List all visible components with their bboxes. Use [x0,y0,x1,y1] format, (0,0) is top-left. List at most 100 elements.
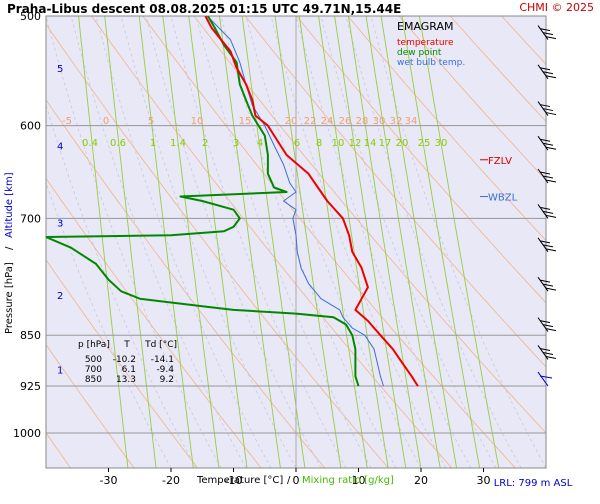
mixing-ratio-line [298,16,368,468]
y-axis-title: Pressure [hPa] / Altitude [km] [4,172,15,334]
dry-adiabat-line [450,16,546,122]
mixing-ratio-line [401,16,481,468]
wind-barb-icon [537,25,557,40]
x-tick-label: -30 [100,474,118,487]
lrl-label: LRL: 799 m ASL [494,478,573,489]
dry-adiabat-line [46,99,326,468]
mixing-ratio-line [138,16,194,468]
mixing-ratio-label: 25 [418,138,431,149]
potential-temp-label: 24 [321,116,334,127]
x-tick-label: 20 [414,474,428,487]
dry-adiabat-line [46,343,135,468]
x-axis-label-temperature: Temperature [°C] [196,475,283,486]
dry-adiabat-line [46,177,262,468]
potential-temp-label: -5 [62,116,72,127]
legend-item-wet-bulb: wet bulb temp. [397,58,465,68]
table-header-t: T [123,340,130,350]
wind-barb-icon [537,276,557,292]
mixing-ratio-label: 2 [202,138,208,149]
dry-adiabat-line [0,16,7,468]
wind-barb-icon [537,135,557,151]
wind-barb-icon [537,168,557,184]
altitude-tick-label: 3 [57,219,63,230]
legend-heading: EMAGRAM [397,20,454,33]
table-cell: 9.2 [160,375,174,385]
legend-item-temperature: temperature [397,38,454,48]
dry-adiabat-line [347,16,546,242]
moist-adiabat-line [46,181,172,468]
mixing-ratio-label: 3 [233,138,239,149]
x-tick-label: -10 [225,474,243,487]
dry-adiabat-line [553,16,600,468]
table-header-td: Td [°C] [144,340,177,350]
potential-temp-label: 20 [285,116,298,127]
x-axis-label-separator: / [287,475,291,486]
table-header-p: p [hPa] [78,340,110,350]
mixing-ratio-label: 10 [332,138,345,149]
mixing-ratio-label: 1.4 [170,138,186,149]
mixing-ratio-label: 17 [379,138,392,149]
mixing-ratio-label: 4 [257,138,263,149]
potential-temp-label: 26 [339,116,352,127]
altitude-tick-label: 5 [57,64,63,75]
moist-adiabat-line [270,16,447,468]
data-table: p [hPa] T Td [°C] 500 -10.2 -14.1 700 6.… [78,340,177,385]
x-tick-label: 10 [352,474,366,487]
wind-barb-icon [537,237,557,253]
potential-temp-label: 22 [304,116,317,127]
potential-temp-label: 32 [390,116,403,127]
mixing-ratio-label: 8 [316,138,322,149]
x-tick-label: 0 [293,474,300,487]
table-cell: -14.1 [151,355,174,365]
pressure-tick-label: 600 [20,120,41,133]
wind-barb-icon [537,345,557,360]
x-axis-label-mixing-ratio: Mixing ratio [g/kg] [302,475,394,486]
pressure-tick-label: 500 [20,10,41,23]
mixing-ratio-line [347,16,422,468]
moist-adiabat-line [370,16,546,468]
y-axis-label-pressure: Pressure [hPa] [4,262,15,334]
altitude-tick-label: 2 [57,291,63,302]
mixing-ratio-line [418,16,500,468]
table-cell: 700 [85,365,102,375]
mixing-ratio-label: 14 [364,138,377,149]
table-cell: 500 [85,355,102,365]
mixing-ratio-label: 30 [435,138,448,149]
moist-adiabat-line [170,16,347,468]
moist-adiabat-line [245,16,422,468]
mixing-ratio-line [274,16,342,468]
potential-temp-label: 5 [148,116,154,127]
mixing-ratio-line [380,16,458,468]
wind-barb-icon [537,64,557,80]
dry-adiabat-line [244,16,546,368]
x-tick-label: -20 [162,474,180,487]
dry-adiabat-line [398,16,546,181]
level-marker-label: WBZL [488,193,518,204]
mixing-ratio-line [78,16,129,468]
moist-adiabat-line [46,16,222,468]
x-tick-label: 30 [477,474,491,487]
dry-adiabat-line [46,259,198,468]
table-cell: 850 [85,375,102,385]
chart-title: Praha-Libus descent 08.08.2025 01:15 UTC… [7,2,401,16]
mixing-ratio-line [365,16,441,468]
legend: EMAGRAM temperature dew point wet bulb t… [397,20,465,68]
level-marker-label: FZLV [488,156,512,167]
moist-adiabat-line [120,16,297,468]
mixing-ratio-label: 20 [396,138,409,149]
series-line-dew-point [46,16,360,387]
credit-label: CHMI © 2025 [519,1,594,14]
y-axis-label-altitude: Altitude [km] [4,172,15,238]
table-cell: 13.3 [116,375,136,385]
mixing-ratio-label: 1 [150,138,156,149]
pressure-tick-label: 700 [20,212,41,225]
moist-adiabat-line [345,16,522,468]
wind-barb-icon [537,317,557,332]
dry-adiabat-line [142,16,516,468]
dry-adiabat-line [91,16,453,468]
mixing-ratio-line [104,16,157,468]
potential-temp-label: 34 [405,116,418,127]
mixing-ratio-line [219,16,281,468]
